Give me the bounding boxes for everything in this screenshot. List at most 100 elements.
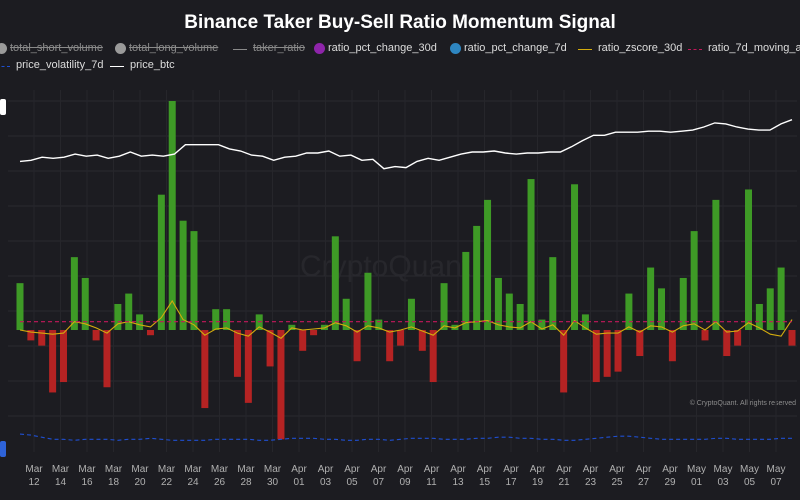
x-tick-label: May	[687, 464, 706, 475]
dot-marker-icon	[450, 43, 461, 54]
bar	[233, 330, 241, 377]
bar	[310, 330, 318, 336]
x-tick-label: 18	[108, 477, 120, 488]
x-tick-label: 07	[373, 477, 385, 488]
x-tick-label: 26	[214, 477, 226, 488]
bar	[603, 330, 611, 377]
x-tick-label: Mar	[25, 464, 43, 475]
x-tick-label: Mar	[78, 464, 96, 475]
bar	[440, 283, 448, 330]
x-tick-label: Apr	[477, 464, 493, 475]
bar	[103, 330, 111, 388]
chart-title: Binance Taker Buy-Sell Ratio Momentum Si…	[184, 12, 616, 33]
x-tick-label: Apr	[636, 464, 652, 475]
x-tick-label: 21	[558, 477, 570, 488]
x-tick-label: 19	[532, 477, 544, 488]
x-tick-label: 25	[611, 477, 623, 488]
bar	[407, 298, 415, 330]
x-tick-label: Mar	[184, 464, 202, 475]
bar	[38, 330, 46, 346]
legend-label: taker_ratio	[253, 42, 305, 54]
x-tick-label: Apr	[371, 464, 387, 475]
x-tick-label: Apr	[583, 464, 599, 475]
x-tick-label: 09	[399, 477, 411, 488]
line-marker-icon	[0, 66, 10, 67]
bar	[353, 330, 361, 362]
x-tick-label: Mar	[264, 464, 282, 475]
bar	[299, 330, 307, 351]
x-tick-label: 05	[744, 477, 756, 488]
dot-marker-icon	[314, 43, 325, 54]
bar	[59, 330, 67, 383]
bar	[571, 184, 579, 330]
legend-label: ratio_pct_change_30d	[328, 42, 437, 54]
legend-label: ratio_zscore_30d	[598, 42, 683, 54]
line-marker-icon	[110, 66, 124, 67]
bar	[16, 283, 24, 330]
price-volatility-7d-line	[19, 433, 792, 441]
x-tick-label: 23	[585, 477, 597, 488]
bar	[266, 330, 274, 367]
x-tick-label: 03	[320, 477, 332, 488]
bar	[157, 194, 165, 330]
x-tick-label: May	[714, 464, 733, 475]
bar	[27, 330, 35, 341]
x-tick-label: 22	[161, 477, 173, 488]
bar	[560, 330, 568, 393]
bar	[636, 330, 644, 357]
bar	[92, 330, 100, 341]
bar	[331, 236, 339, 330]
bar	[527, 179, 535, 330]
dot-marker-icon	[0, 43, 7, 54]
bar	[625, 293, 633, 330]
x-tick-label: 14	[55, 477, 67, 488]
bar	[712, 199, 720, 330]
x-tick-label: May	[740, 464, 759, 475]
bar	[125, 293, 133, 330]
dot-marker-icon	[115, 43, 126, 54]
bar	[397, 330, 405, 346]
bar	[592, 330, 600, 383]
bar	[484, 199, 492, 330]
x-tick-label: Mar	[158, 464, 176, 475]
bar	[614, 330, 622, 372]
bar	[168, 101, 176, 330]
x-tick-label: Mar	[105, 464, 123, 475]
bar	[647, 267, 655, 330]
x-tick-label: May	[767, 464, 786, 475]
x-tick-label: 01	[691, 477, 703, 488]
ratio-zscore-30d-line	[19, 299, 793, 339]
bar	[146, 330, 154, 336]
bar	[766, 288, 774, 330]
bar	[549, 257, 557, 330]
x-tick-label: 29	[664, 477, 676, 488]
bar	[429, 330, 437, 383]
bar	[777, 267, 785, 330]
scroll-handle[interactable]	[0, 441, 6, 457]
x-tick-label: 17	[505, 477, 517, 488]
bar	[386, 330, 394, 362]
legend-label: ratio_pct_change_7d	[464, 42, 567, 54]
bar	[668, 330, 676, 362]
line-marker-icon	[578, 49, 592, 50]
bar	[494, 277, 502, 330]
bar	[538, 319, 546, 330]
copyright-credit: © CryptoQuant. All rights reserved	[689, 400, 796, 407]
bar	[179, 220, 187, 330]
bar	[788, 330, 796, 346]
scroll-handle[interactable]	[0, 99, 6, 115]
line-marker-icon	[688, 49, 702, 50]
x-tick-label: 27	[638, 477, 650, 488]
bar	[462, 251, 470, 330]
bar	[244, 330, 252, 403]
bar	[658, 288, 666, 330]
x-tick-label: Mar	[237, 464, 255, 475]
bar	[516, 303, 524, 330]
x-tick-label: 24	[187, 477, 199, 488]
x-tick-label: Apr	[291, 464, 307, 475]
bar	[581, 314, 589, 330]
x-tick-label: 30	[267, 477, 279, 488]
bar	[755, 303, 763, 330]
x-tick-label: Mar	[52, 464, 70, 475]
